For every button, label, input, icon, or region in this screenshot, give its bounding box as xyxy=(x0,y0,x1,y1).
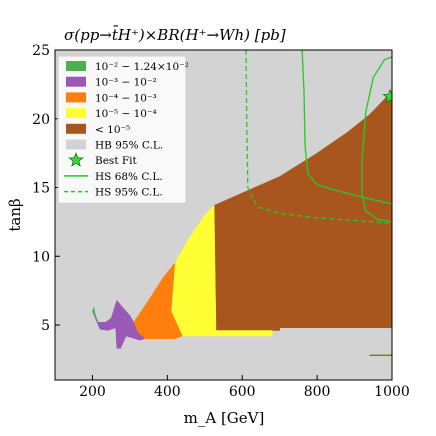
y-tick-label: 15 xyxy=(32,181,50,197)
contour-0 xyxy=(301,50,392,205)
plot-frame xyxy=(54,49,393,381)
y-tick-label: 20 xyxy=(32,112,50,128)
legend-item: < 10⁻⁵ xyxy=(66,123,130,136)
contour-2 xyxy=(361,56,392,223)
y-axis-label: tanβ xyxy=(6,198,24,231)
legend-label: 10⁻⁵ − 10⁻⁴ xyxy=(95,108,157,120)
legend-label: HB 95% C.L. xyxy=(95,140,163,152)
x-tick-label: 200 xyxy=(79,384,106,400)
legend-label: Best Fit xyxy=(95,155,138,167)
y-tick-label: 25 xyxy=(32,43,50,59)
chart-title: σ(pp→t̄H⁺)×BR(H⁺→Wh) [pb] xyxy=(64,26,286,44)
legend-item: Best Fit xyxy=(68,152,138,167)
legend-item: HS 95% C.L. xyxy=(64,187,163,199)
plot-area xyxy=(54,49,393,381)
legend-label: HS 68% C.L. xyxy=(95,171,163,183)
best-fit-star xyxy=(382,88,392,104)
legend-item: HS 68% C.L. xyxy=(64,171,163,183)
legend-star-icon xyxy=(68,152,84,167)
legend-item: 10⁻³ − 10⁻² xyxy=(66,76,157,89)
legend-item: HB 95% C.L. xyxy=(66,139,163,152)
legend-swatch xyxy=(66,139,86,150)
legend-box xyxy=(57,55,187,204)
legend-swatch xyxy=(66,76,86,87)
contour-1 xyxy=(245,50,392,224)
legend-item: 10⁻² − 1.24×10⁻² xyxy=(66,61,189,73)
legend-swatch xyxy=(66,123,86,134)
legend-label: 10⁻⁴ − 10⁻³ xyxy=(95,92,157,104)
y-tick-label: 5 xyxy=(41,318,50,334)
legend-label: 10⁻² − 1.24×10⁻² xyxy=(95,61,189,73)
legend-swatch xyxy=(66,92,86,103)
region-4 xyxy=(92,306,99,323)
legend: 10⁻² − 1.24×10⁻² 10⁻³ − 10⁻² 10⁻⁴ − 10⁻³ 10… xyxy=(57,55,189,204)
y-tick-label: 10 xyxy=(32,249,50,265)
legend-label: < 10⁻⁵ xyxy=(95,124,130,136)
legend-item: 10⁻⁵ − 10⁻⁴ xyxy=(66,108,157,120)
x-axis-label: m_A [GeV] xyxy=(184,409,265,427)
legend-item: 10⁻⁴ − 10⁻³ xyxy=(66,92,157,104)
legend-swatch xyxy=(66,61,86,71)
x-tick-label: 600 xyxy=(229,384,256,400)
x-tick-label: 800 xyxy=(304,384,331,400)
x-tick-label: 1000 xyxy=(374,384,410,400)
x-tick-label: 400 xyxy=(154,384,181,400)
legend-swatch xyxy=(66,108,86,119)
legend-label: 10⁻³ − 10⁻² xyxy=(95,77,157,89)
legend-label: HS 95% C.L. xyxy=(95,187,163,199)
x-axis: 200 400 600 800 1000 xyxy=(79,375,410,400)
